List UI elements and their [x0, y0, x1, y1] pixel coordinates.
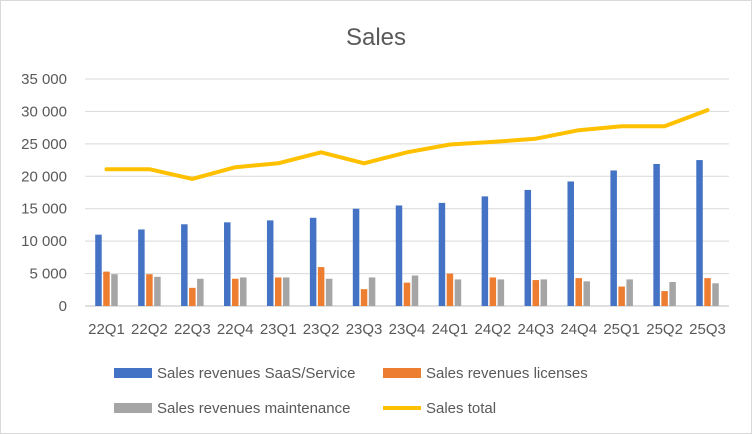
y-tick-label: 0	[59, 298, 67, 315]
bar	[583, 281, 590, 306]
x-tick-label: 24Q2	[475, 321, 512, 338]
x-tick-label: 24Q4	[560, 321, 597, 338]
x-tick-label: 22Q2	[131, 321, 168, 338]
y-tick-label: 20 000	[21, 168, 67, 185]
legend-swatch	[114, 403, 152, 413]
y-tick-label: 5 000	[29, 266, 67, 283]
x-tick-label: 23Q3	[346, 321, 383, 338]
y-tick-label: 15 000	[21, 201, 67, 218]
bar	[454, 279, 462, 306]
x-tick-label: 25Q2	[646, 321, 683, 338]
bar	[567, 181, 574, 306]
bar	[197, 278, 204, 306]
x-tick-label: 23Q1	[260, 321, 297, 338]
x-tick-label: 24Q1	[432, 321, 469, 338]
bar	[712, 283, 719, 306]
total-line	[104, 108, 710, 181]
bar	[146, 274, 153, 306]
bar	[610, 170, 617, 306]
bar	[653, 163, 660, 306]
x-tick-label: 25Q1	[603, 321, 640, 338]
x-tick-label: 23Q4	[389, 321, 426, 338]
x-tick-label: 22Q1	[88, 321, 125, 338]
bar	[497, 279, 505, 306]
bar	[360, 289, 368, 306]
bar	[395, 205, 403, 306]
bar	[317, 267, 325, 306]
bar	[266, 220, 274, 306]
bar	[368, 277, 376, 306]
x-tick-label: 22Q4	[217, 321, 254, 338]
bar	[181, 224, 188, 306]
y-tick-label: 25 000	[21, 136, 67, 153]
x-tick-label: 24Q3	[517, 321, 554, 338]
legend-swatch	[114, 368, 152, 378]
legend-label: Sales total	[426, 400, 496, 417]
bar	[240, 277, 247, 306]
x-tick-label: 25Q3	[689, 321, 726, 338]
bar	[403, 282, 411, 306]
bar	[696, 160, 703, 306]
bar	[352, 208, 360, 306]
bar	[540, 279, 548, 306]
chart-title: Sales	[346, 24, 406, 51]
bar	[103, 271, 110, 306]
bar	[626, 279, 633, 306]
bar	[232, 278, 239, 306]
bars	[95, 160, 719, 306]
bar	[532, 280, 540, 306]
bar	[411, 275, 419, 306]
gridlines	[85, 78, 729, 307]
legend-label: Sales revenues SaaS/Service	[157, 365, 355, 382]
x-tick-label: 23Q2	[303, 321, 340, 338]
y-axis-ticks: 0 5 000 10 000 15 000 20 000 25 000 30 000 35 0…	[21, 71, 67, 315]
bar	[138, 229, 145, 306]
bar	[481, 196, 489, 306]
bar	[438, 202, 446, 306]
bar	[669, 282, 676, 306]
bar	[224, 222, 231, 306]
bar	[575, 278, 582, 306]
bar	[325, 278, 333, 306]
x-tick-label: 22Q3	[174, 321, 211, 338]
bar	[618, 286, 625, 306]
bar	[661, 291, 668, 306]
bar	[704, 278, 711, 306]
x-axis-ticks: 22Q1 22Q2 22Q3 22Q4 23Q1 23Q2 23Q3 23Q4 24Q1 24Q2…	[88, 321, 726, 338]
bar	[189, 287, 196, 306]
legend: Sales revenues SaaS/Service Sales revenue…	[114, 365, 588, 417]
bar	[111, 274, 118, 306]
legend-label: Sales revenues maintenance	[157, 400, 350, 417]
y-tick-label: 35 000	[21, 71, 67, 88]
series-line-sales-total	[104, 108, 710, 181]
bar	[489, 277, 497, 306]
bar	[95, 234, 102, 306]
legend-swatch	[383, 368, 421, 378]
bar	[274, 277, 282, 306]
y-tick-label: 30 000	[21, 103, 67, 120]
bar	[154, 276, 161, 306]
y-tick-label: 10 000	[21, 233, 67, 250]
legend-label: Sales revenues licenses	[426, 365, 588, 382]
bar	[524, 189, 532, 306]
bar	[282, 277, 290, 306]
bar	[309, 217, 317, 306]
bar	[446, 273, 454, 306]
